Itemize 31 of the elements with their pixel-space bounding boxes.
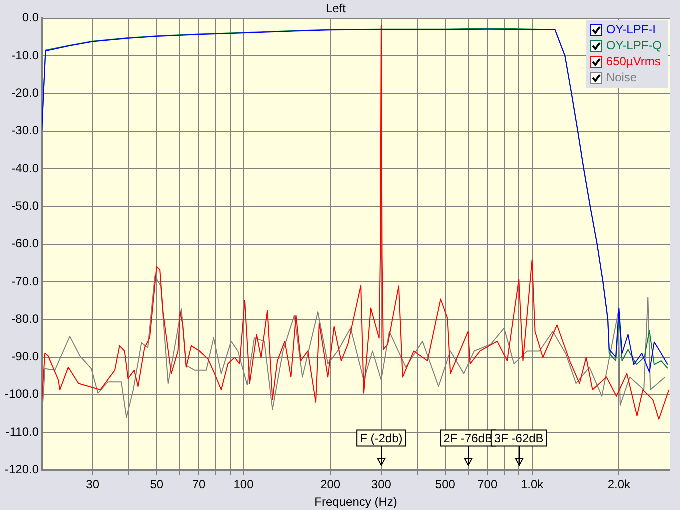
y-tick-label: -20.0 xyxy=(12,86,40,100)
y-tick-label: -110.0 xyxy=(6,424,40,439)
x-tick-label: 2.0k xyxy=(608,478,632,492)
y-tick-label: -60.0 xyxy=(12,236,40,251)
x-tick-label: 70 xyxy=(192,478,206,492)
y-tick-label: -100.0 xyxy=(4,387,40,402)
y-tick-label: -10.0 xyxy=(12,48,40,62)
y-tick-label: -30.0 xyxy=(12,124,40,138)
legend-label: Noise xyxy=(606,70,638,85)
y-tick-label: -50.0 xyxy=(12,198,40,213)
chart-title: Left xyxy=(326,2,347,16)
y-tick-label: -40.0 xyxy=(12,161,40,176)
y-tick-label: -70.0 xyxy=(12,274,40,288)
annotation: 3F -62dB xyxy=(494,432,544,446)
x-tick-label: 50 xyxy=(150,478,164,492)
x-tick-label: 1.0k xyxy=(520,478,545,492)
x-tick-label: 500 xyxy=(435,478,456,492)
x-axis-title: Frequency (Hz) xyxy=(314,495,398,510)
y-tick-label: -90.0 xyxy=(12,350,40,364)
x-tick-label: 300 xyxy=(371,478,392,492)
x-tick-label: 200 xyxy=(320,478,341,492)
annotation: F (-2db) xyxy=(360,432,403,446)
x-tick-label: 700 xyxy=(478,478,498,492)
legend-label: OY-LPF-I xyxy=(606,22,656,37)
legend-label: OY-LPF-Q xyxy=(606,38,662,53)
y-tick-label: -120.0 xyxy=(4,462,40,477)
y-tick-label: -80.0 xyxy=(12,312,40,326)
x-tick-label: 30 xyxy=(86,478,100,492)
x-tick-label: 100 xyxy=(234,478,254,492)
y-tick-label: 0.0 xyxy=(22,10,40,25)
legend-label: 650µVrms xyxy=(606,54,661,69)
